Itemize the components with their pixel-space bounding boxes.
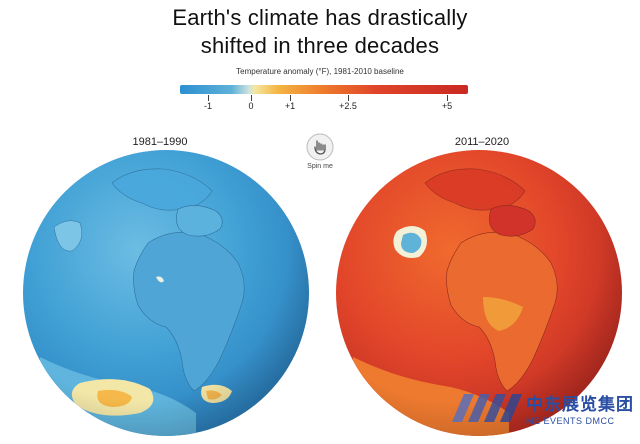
legend-tick	[251, 95, 252, 101]
legend-label: +2.5	[339, 101, 357, 111]
legend-label: -1	[203, 101, 213, 111]
watermark-en: ME EVENTS DMCC	[526, 416, 615, 426]
legend-label: 0	[248, 101, 254, 111]
spin-label: Spin me	[307, 163, 333, 170]
spin-control[interactable]: Spin me	[296, 133, 344, 170]
legend-label: +1	[284, 101, 296, 111]
period-label-left: 1981–1990	[132, 136, 188, 148]
legend-tick	[348, 95, 349, 101]
legend-title: Temperature anomaly (°F), 1981-2010 base…	[236, 67, 404, 76]
page-title: Earth's climate has drastically shifted …	[0, 4, 640, 60]
watermark-cn: 中东展览集团	[526, 395, 634, 414]
legend-label: +5	[441, 101, 453, 111]
title-line-1: Earth's climate has drastically	[172, 5, 468, 30]
globe-1981-1990[interactable]	[20, 147, 312, 439]
hand-pointer-icon[interactable]	[306, 133, 334, 161]
legend-tick	[290, 95, 291, 101]
globe-2011-2020[interactable]	[333, 147, 625, 439]
legend-color-bar	[180, 85, 468, 94]
globe-shading	[23, 150, 309, 436]
title-line-2: shifted in three decades	[200, 33, 440, 58]
period-label-right: 2011–2020	[454, 136, 510, 148]
watermark: 中东展览集团 ME EVENTS DMCC	[448, 386, 638, 440]
legend-tick	[447, 95, 448, 101]
me-events-logo-icon	[452, 394, 522, 422]
legend-tick	[208, 95, 209, 101]
globe-shading	[336, 150, 622, 436]
